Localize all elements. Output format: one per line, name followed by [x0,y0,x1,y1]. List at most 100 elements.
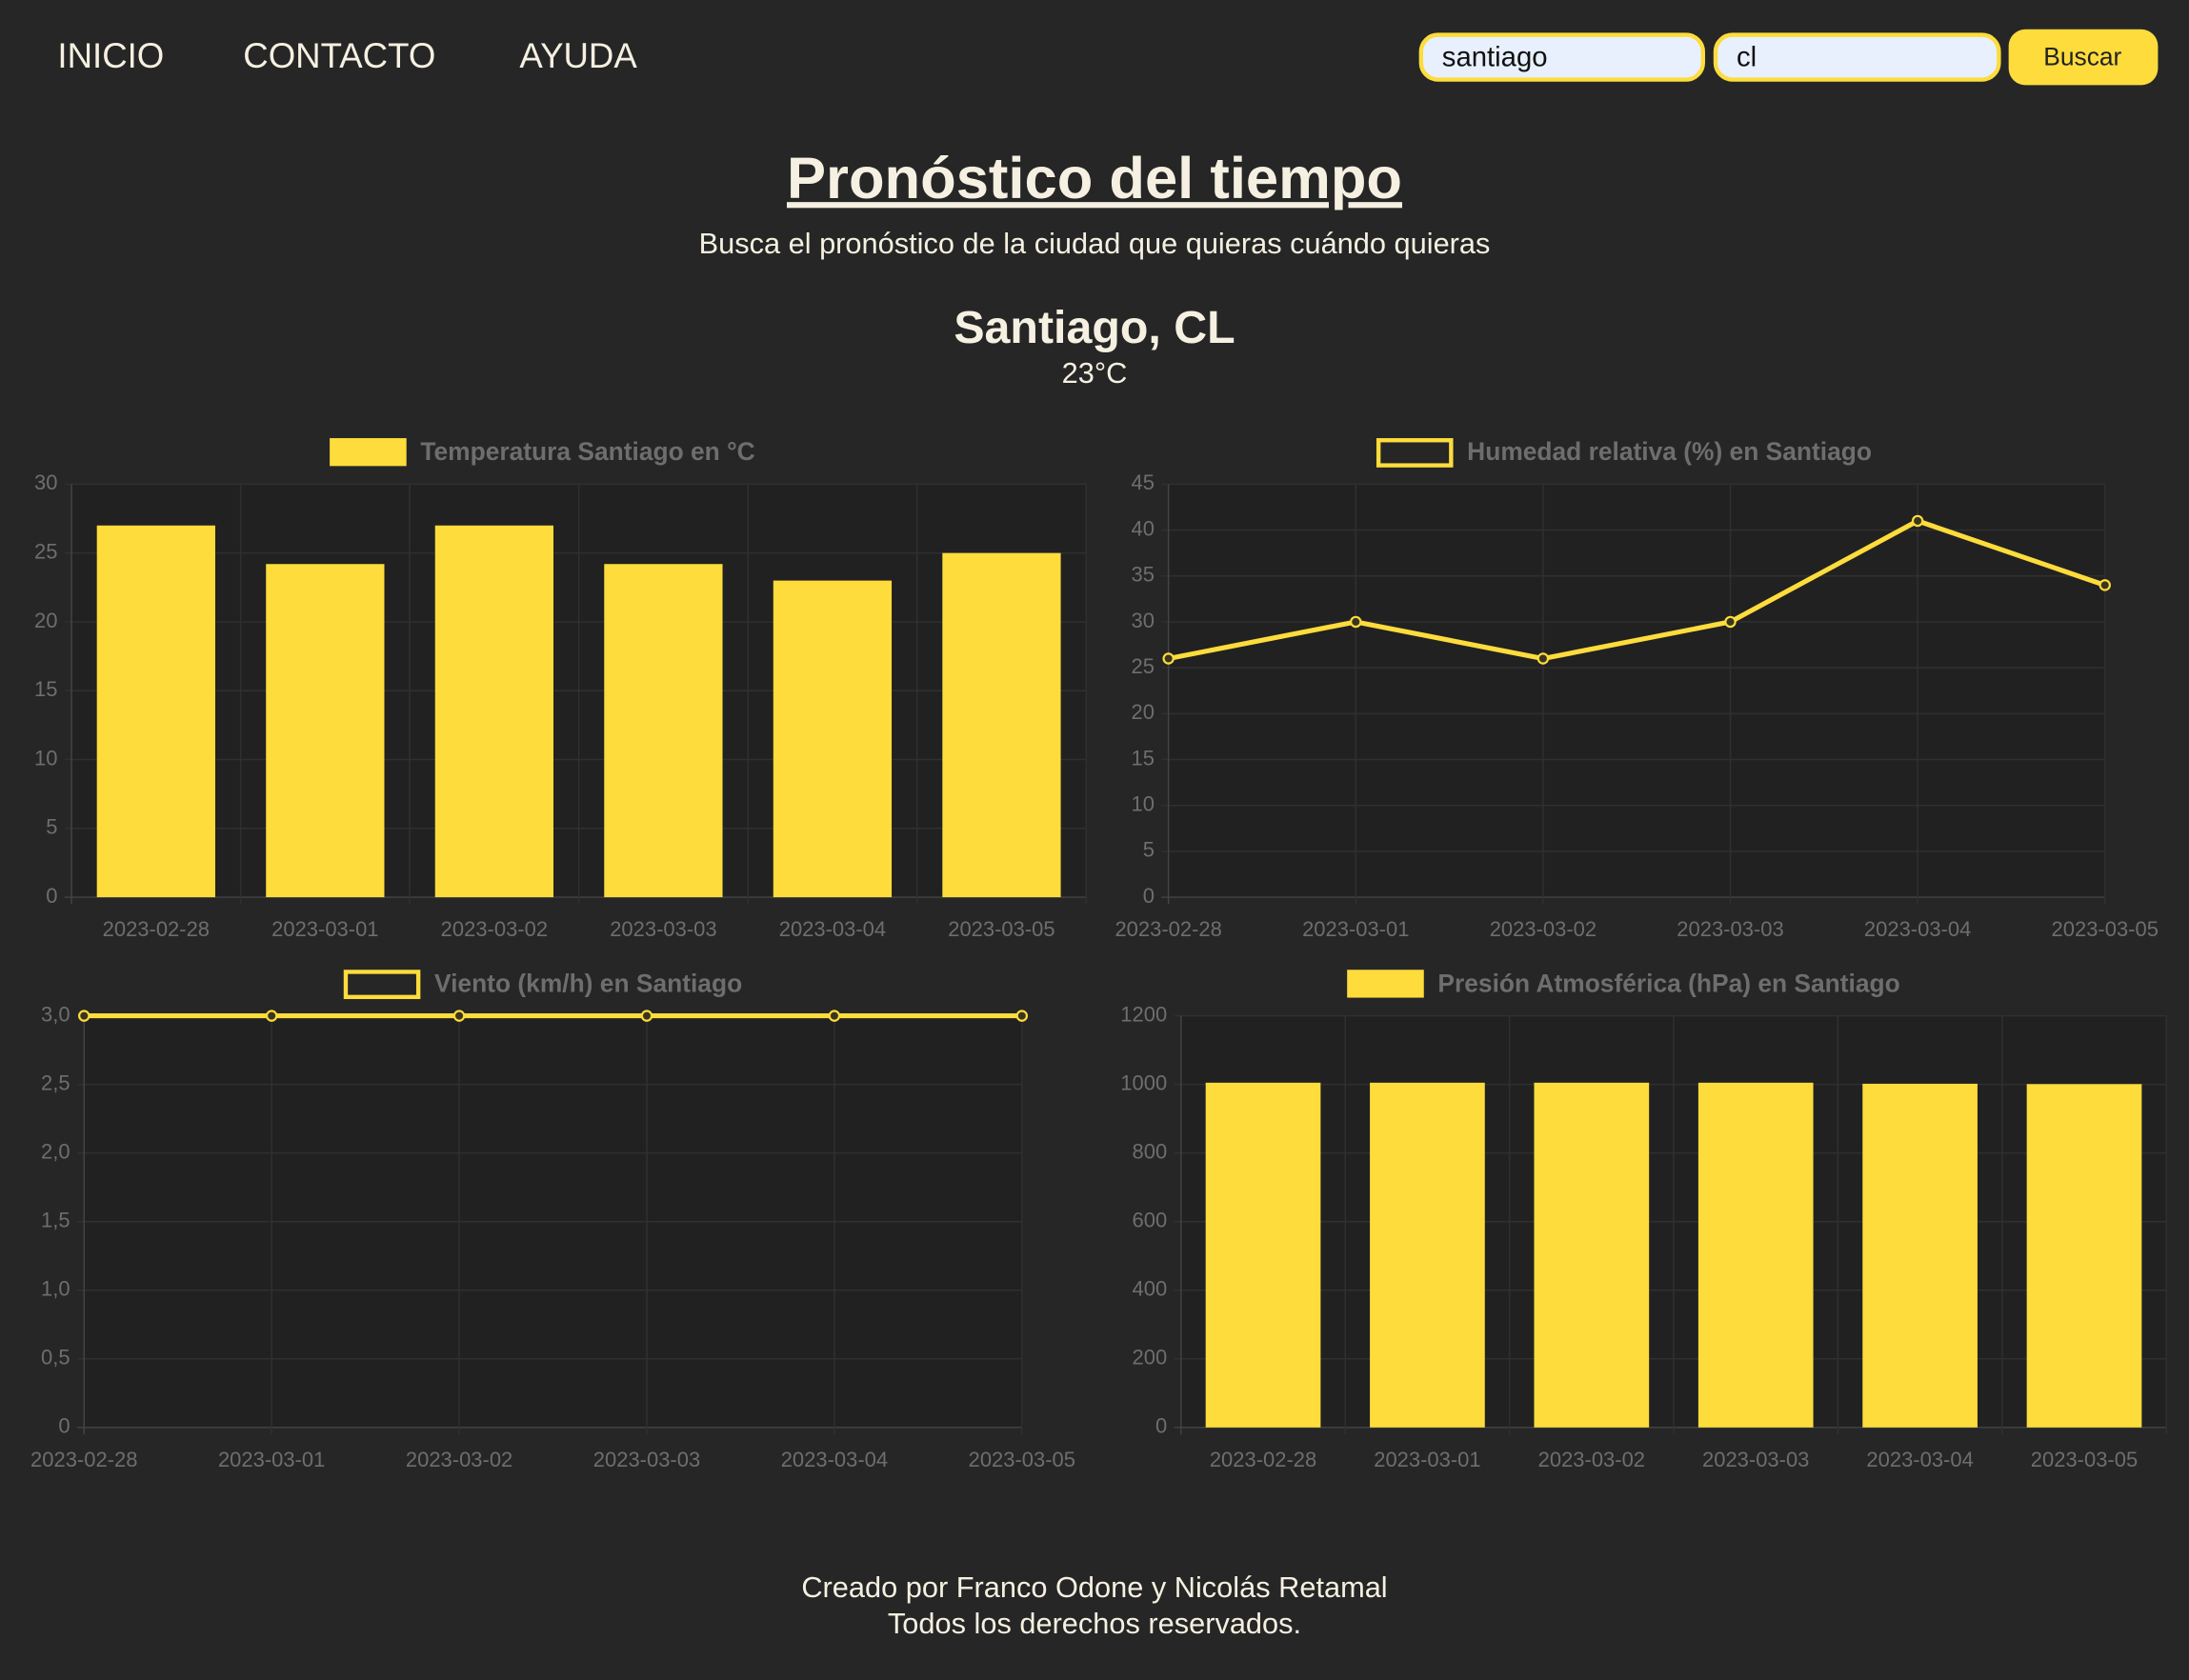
footer-text: Creado por Franco Odone y Nicolás Retama… [801,1570,1387,1604]
x-tick-label: 2023-03-03 [1702,1448,1809,1471]
y-tick-label: 1,0 [41,1277,70,1301]
x-tick-label: 2023-03-05 [948,917,1054,941]
input-text: cl [1737,41,1757,72]
y-tick-label: 25 [34,539,57,563]
y-tick-label: 2,0 [41,1139,70,1163]
x-tick-label: 2023-02-28 [30,1448,137,1471]
y-tick-label: 30 [1132,609,1155,632]
bar [96,525,215,898]
country-input[interactable] [1713,32,2001,82]
y-tick-label: 45 [1132,470,1155,494]
x-tick-label: 2023-03-02 [1538,1448,1645,1471]
legend-swatch [1347,970,1424,998]
point [2099,579,2111,591]
x-tick-label: 2023-03-01 [271,917,378,941]
bar [2026,1084,2142,1428]
point [640,1010,653,1022]
x-tick-label: 2023-03-04 [779,917,886,941]
y-tick-label: 10 [34,746,57,770]
y-tick-label: 25 [1132,654,1155,678]
nav-link[interactable]: CONTACTO [243,36,435,75]
point [1536,652,1550,665]
bar [434,525,554,898]
y-tick-label: 400 [1133,1277,1168,1301]
bar [604,564,723,898]
y-tick-label: 30 [34,470,57,494]
y-tick-label: 0 [58,1414,70,1438]
legend-swatch [1376,438,1454,468]
city-input[interactable] [1418,32,1705,82]
x-tick-label: 2023-03-04 [1866,1448,1973,1471]
input-text: santiago [1442,41,1548,72]
y-tick-label: 1000 [1120,1070,1167,1094]
y-tick-label: 15 [1132,746,1155,770]
y-tick-label: 10 [1132,791,1155,815]
x-tick-label: 2023-02-28 [1115,917,1221,941]
x-tick-label: 2023-03-05 [2031,1448,2138,1471]
bar [1862,1083,1978,1428]
current-temperature: 23°C [1062,356,1128,390]
y-tick-label: 15 [34,677,57,701]
point [1350,615,1362,629]
x-tick-label: 2023-03-01 [1374,1448,1480,1471]
y-tick-label: 0 [1143,884,1155,908]
plot-area [1168,484,2105,898]
legend-label: Temperatura Santiago en °C [420,437,754,466]
bar [773,580,893,898]
point [828,1010,841,1022]
point [1015,1010,1029,1022]
line [1168,518,2106,662]
y-tick-label: 20 [1132,700,1155,724]
y-tick-label: 5 [1143,838,1155,862]
y-tick-label: 2,5 [41,1070,70,1094]
y-tick-label: 40 [1132,516,1155,540]
y-tick-label: 0 [1155,1414,1167,1438]
point [265,1010,278,1022]
point [78,1010,90,1022]
x-tick-label: 2023-03-01 [1302,917,1409,941]
nav-link[interactable]: INICIO [57,36,164,75]
legend-label: Viento (km/h) en Santiago [434,969,742,997]
y-tick-label: 1200 [1120,1002,1167,1026]
nav-link[interactable]: AYUDA [519,36,637,75]
bar [1205,1082,1321,1428]
legend-label: Humedad relativa (%) en Santiago [1467,437,1872,466]
x-tick-label: 2023-03-04 [1864,917,1971,941]
legend-swatch [330,438,407,467]
footer-text: Todos los derechos reservados. [888,1607,1301,1640]
bar [1534,1082,1650,1428]
x-tick-label: 2023-03-04 [781,1448,888,1471]
x-tick-label: 2023-03-03 [610,917,716,941]
y-tick-label: 3,0 [41,1002,70,1026]
legend-label: Presión Atmosférica (hPa) en Santiago [1437,969,1899,997]
legend-swatch [343,970,421,1000]
bar [266,564,385,898]
city-name: Santiago, CL [954,302,1235,353]
point [1162,652,1175,665]
bar [942,552,1061,898]
x-tick-label: 2023-03-05 [969,1448,1075,1471]
page-title: Pronóstico del tiempo [787,146,1402,211]
y-tick-label: 800 [1133,1139,1168,1163]
y-tick-label: 0 [46,884,57,908]
x-tick-label: 2023-03-05 [2052,917,2159,941]
y-tick-label: 35 [1132,563,1155,587]
bar [1697,1082,1814,1428]
y-tick-label: 1,5 [41,1209,70,1232]
point [1724,615,1737,629]
x-tick-label: 2023-02-28 [1210,1448,1316,1471]
y-tick-label: 5 [46,815,57,839]
point [1911,514,1924,528]
x-tick-label: 2023-03-02 [1490,917,1597,941]
bar [1370,1082,1485,1428]
x-tick-label: 2023-03-02 [441,917,548,941]
x-tick-label: 2023-03-01 [218,1448,325,1471]
button-label: Buscar [2043,43,2121,71]
x-tick-label: 2023-02-28 [103,917,210,941]
y-tick-label: 0,5 [41,1346,70,1370]
search-button[interactable] [2008,29,2159,86]
page-subtitle: Busca el pronóstico de la ciudad que qui… [699,227,1491,260]
x-tick-label: 2023-03-03 [593,1448,700,1471]
